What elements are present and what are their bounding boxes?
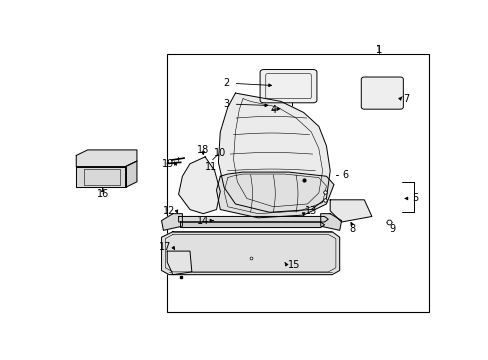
Text: 18: 18: [197, 145, 209, 155]
Polygon shape: [76, 150, 137, 167]
Text: 19: 19: [162, 159, 174, 169]
FancyBboxPatch shape: [260, 69, 316, 103]
Text: 2: 2: [223, 78, 229, 89]
Polygon shape: [329, 200, 371, 222]
Polygon shape: [178, 216, 327, 222]
Text: 14: 14: [197, 216, 209, 226]
Bar: [167, 54, 428, 312]
Polygon shape: [218, 93, 329, 212]
Text: 16: 16: [97, 189, 109, 199]
Polygon shape: [161, 232, 339, 275]
Polygon shape: [161, 214, 182, 230]
Text: 11: 11: [204, 162, 217, 172]
Text: 13: 13: [305, 206, 317, 216]
Polygon shape: [180, 222, 324, 228]
Text: 12: 12: [163, 206, 175, 216]
Text: 5: 5: [411, 193, 418, 203]
Polygon shape: [125, 161, 137, 187]
Polygon shape: [167, 251, 191, 275]
Text: 9: 9: [389, 224, 395, 234]
Polygon shape: [76, 167, 125, 187]
Text: 3: 3: [223, 99, 228, 109]
Text: 10: 10: [214, 148, 226, 158]
FancyBboxPatch shape: [361, 77, 403, 109]
Text: 17: 17: [159, 242, 171, 252]
Polygon shape: [320, 214, 341, 230]
Text: 15: 15: [287, 260, 300, 270]
Text: 1: 1: [376, 45, 382, 55]
Text: 1: 1: [376, 45, 382, 55]
Text: 4: 4: [270, 105, 276, 115]
Polygon shape: [216, 172, 333, 218]
Text: 7: 7: [402, 94, 408, 104]
Polygon shape: [178, 157, 220, 214]
Text: 8: 8: [349, 224, 355, 234]
Text: 6: 6: [342, 170, 348, 180]
